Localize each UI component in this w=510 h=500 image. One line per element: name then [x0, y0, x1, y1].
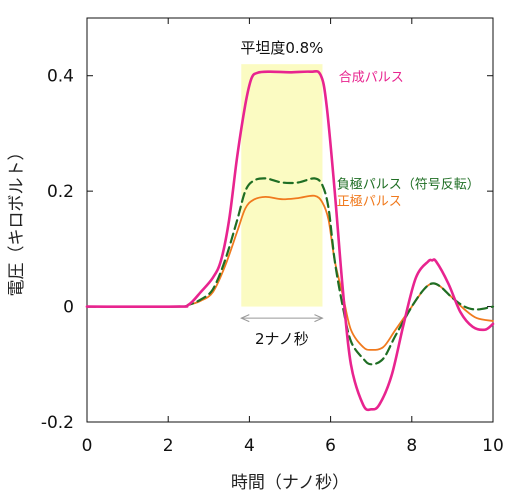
y-tick-label: 0.4: [47, 67, 74, 87]
x-tick-label: 0: [82, 436, 93, 456]
x-tick-label: 8: [406, 436, 417, 456]
y-tick-label: 0.2: [47, 182, 74, 202]
span-arrow-label: 2ナノ秒: [255, 330, 309, 348]
series-line-composite-pulse: [85, 69, 495, 412]
y-tick-label: 0: [63, 298, 74, 318]
x-tick-label: 2: [163, 436, 174, 456]
series-line-negative-pulse: [85, 177, 495, 366]
span-arrow-right-head: [314, 314, 324, 323]
x-axis-title: 時間（ナノ秒）: [231, 473, 349, 493]
series-layer: [85, 69, 495, 412]
x-tick-label: 4: [244, 436, 255, 456]
flat-region-highlight-layer: [241, 64, 323, 307]
x-tick-label: 10: [482, 436, 504, 456]
x-tick-label: 6: [325, 436, 336, 456]
plot-frame: [86, 17, 494, 423]
y-axis-title: 電圧（キロボルト）: [7, 144, 27, 297]
flatness-label: 平坦度0.8%: [240, 39, 323, 57]
series-label-positive-pulse: 正極パルス: [337, 194, 402, 210]
flat-region-highlight: [241, 64, 323, 307]
series-label-negative-pulse: 負極パルス（符号反転）: [337, 176, 480, 192]
series-label-composite-pulse: 合成パルス: [339, 70, 404, 85]
y-tick-label: -0.2: [41, 413, 74, 433]
span-arrow-left-head: [240, 314, 250, 323]
axes-layer: 0 2 4 6 8 10 -0.2 0 0.2 0.4 時間（ナノ秒） 電圧（キロボルト）: [7, 17, 504, 493]
